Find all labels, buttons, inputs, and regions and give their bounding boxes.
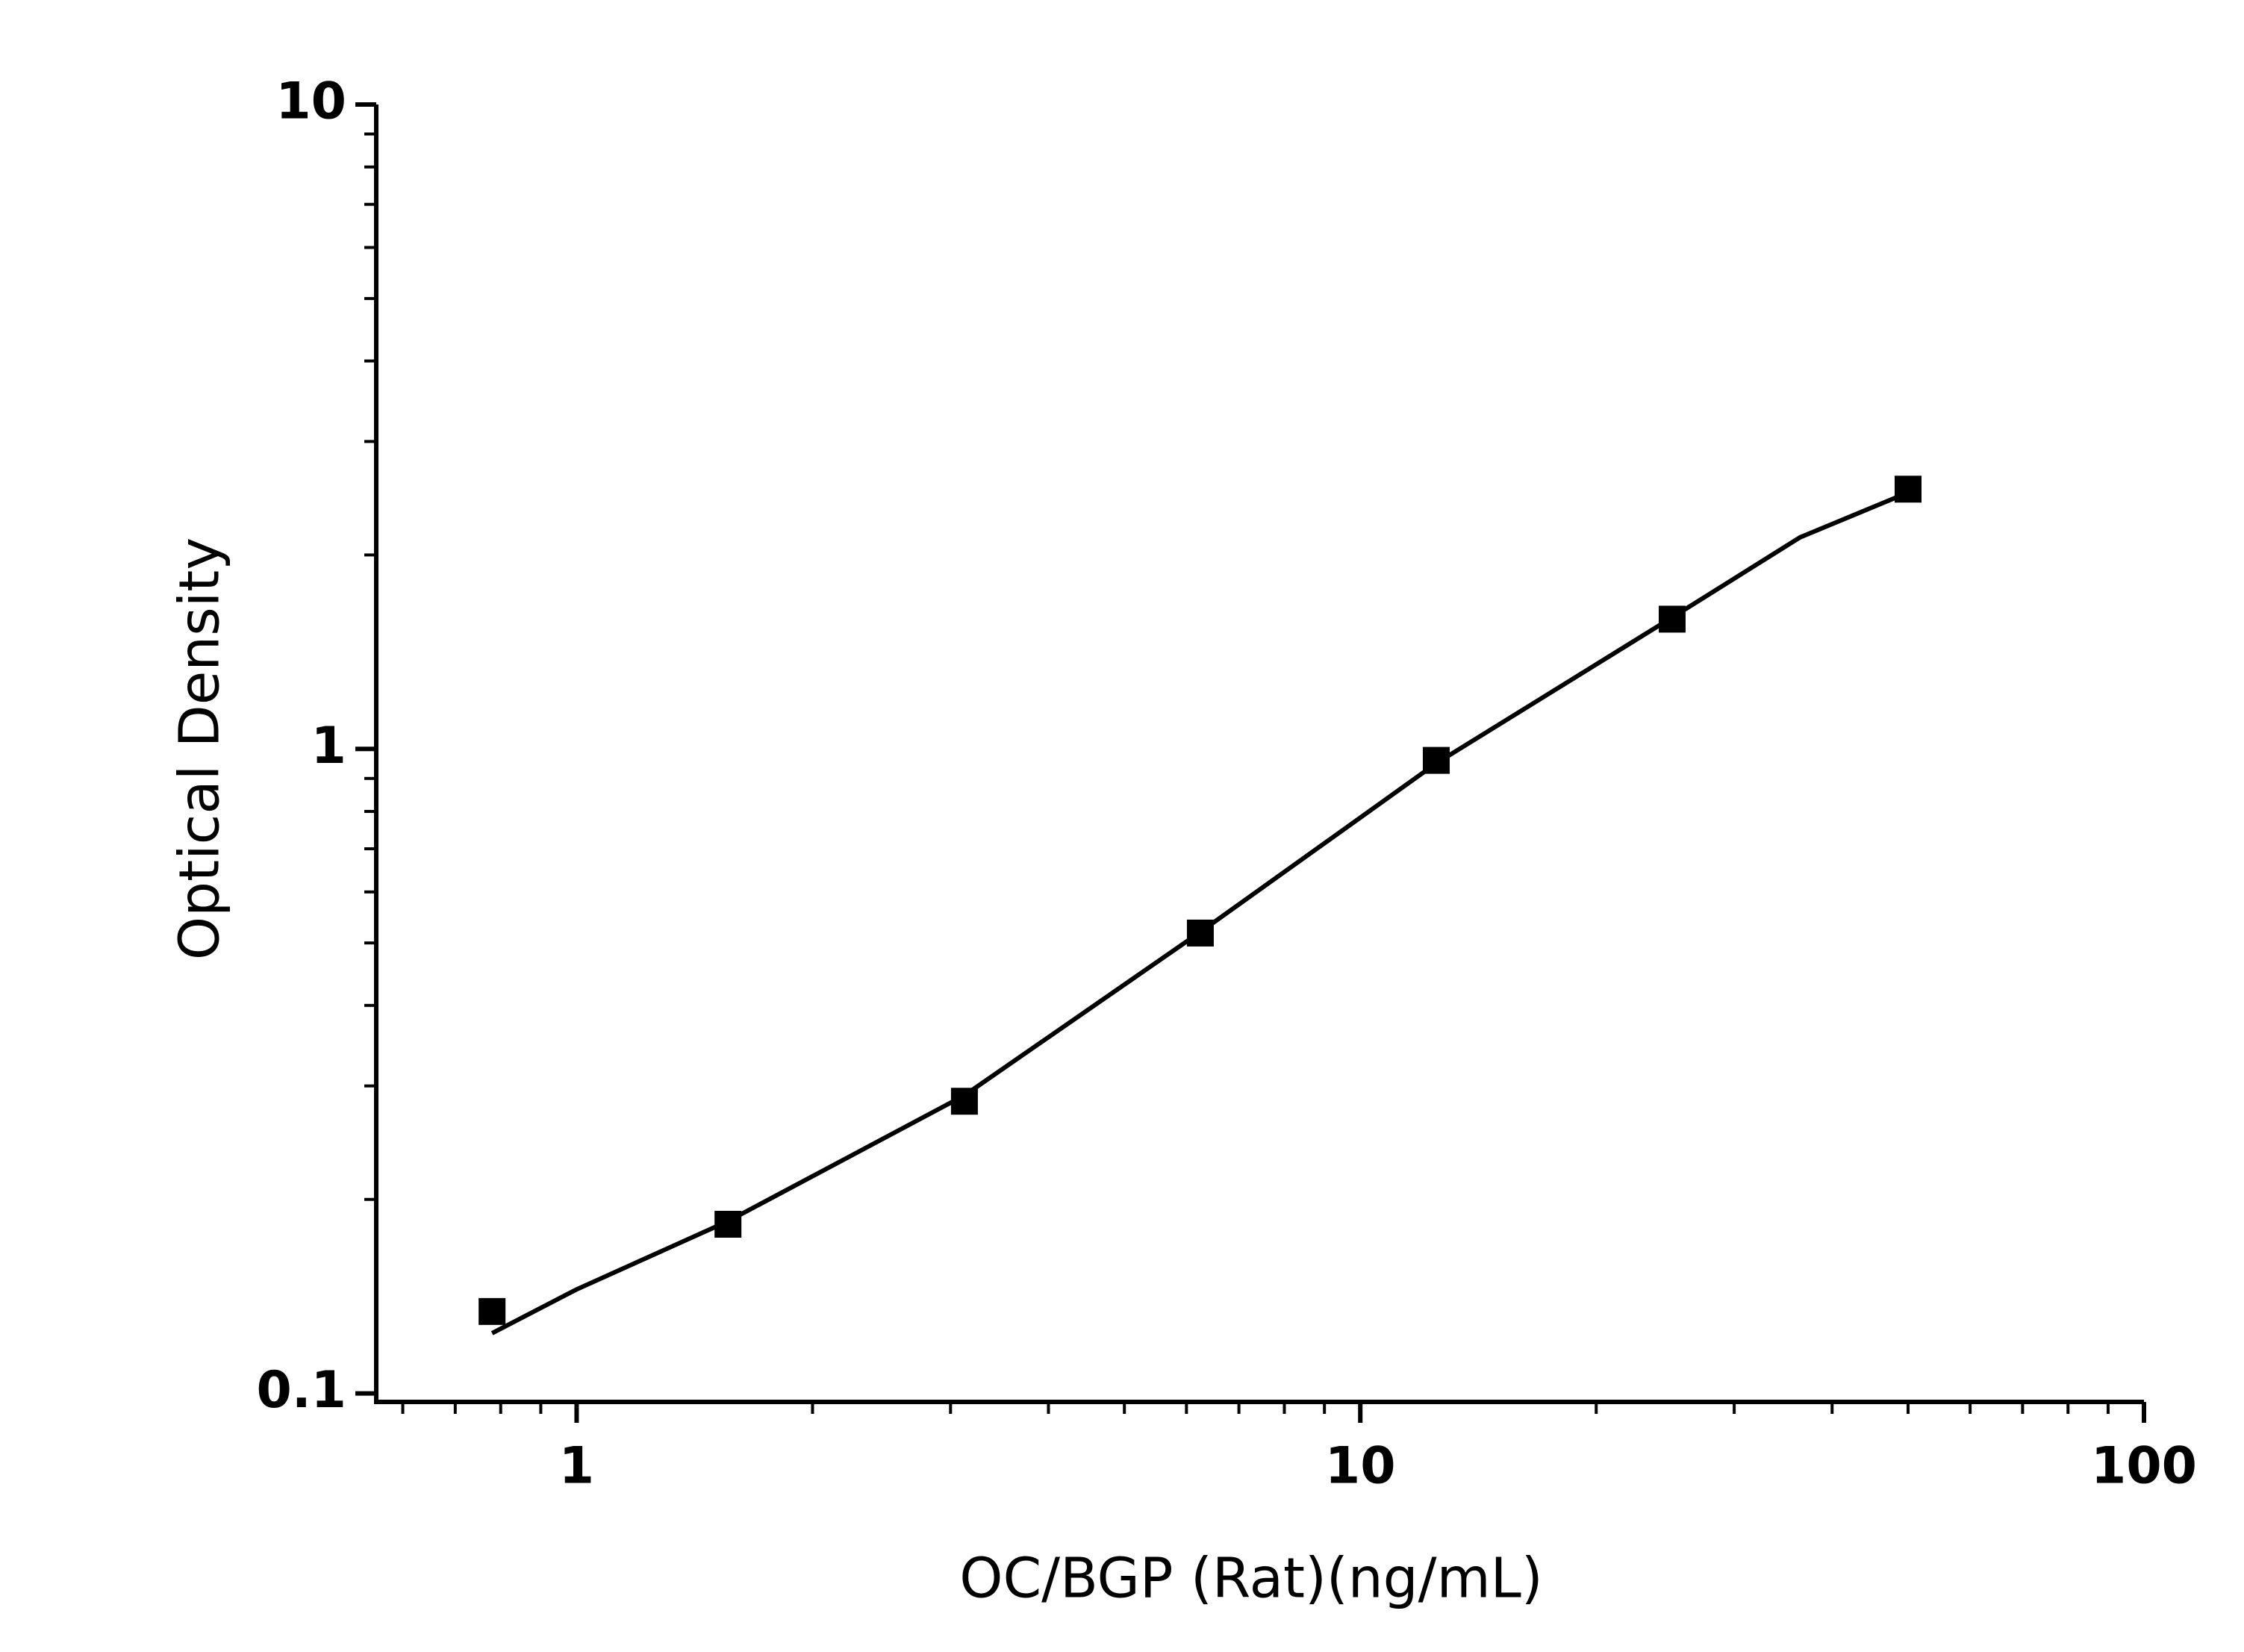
fit-curve — [490, 490, 1910, 1335]
y-axis-title: Optical Density — [168, 537, 232, 960]
y-tick-label: 10 — [275, 72, 346, 131]
data-point — [479, 1297, 506, 1325]
y-tick-label: 0.1 — [257, 1361, 346, 1420]
x-tick-label: 100 — [2091, 1437, 2197, 1496]
x-tick-label: 1 — [559, 1437, 594, 1496]
y-tick-label: 1 — [311, 717, 346, 776]
x-axis-title: OC/BGP (Rat)(ng/mL) — [959, 1547, 1543, 1611]
x-tick-label: 10 — [1325, 1437, 1396, 1496]
